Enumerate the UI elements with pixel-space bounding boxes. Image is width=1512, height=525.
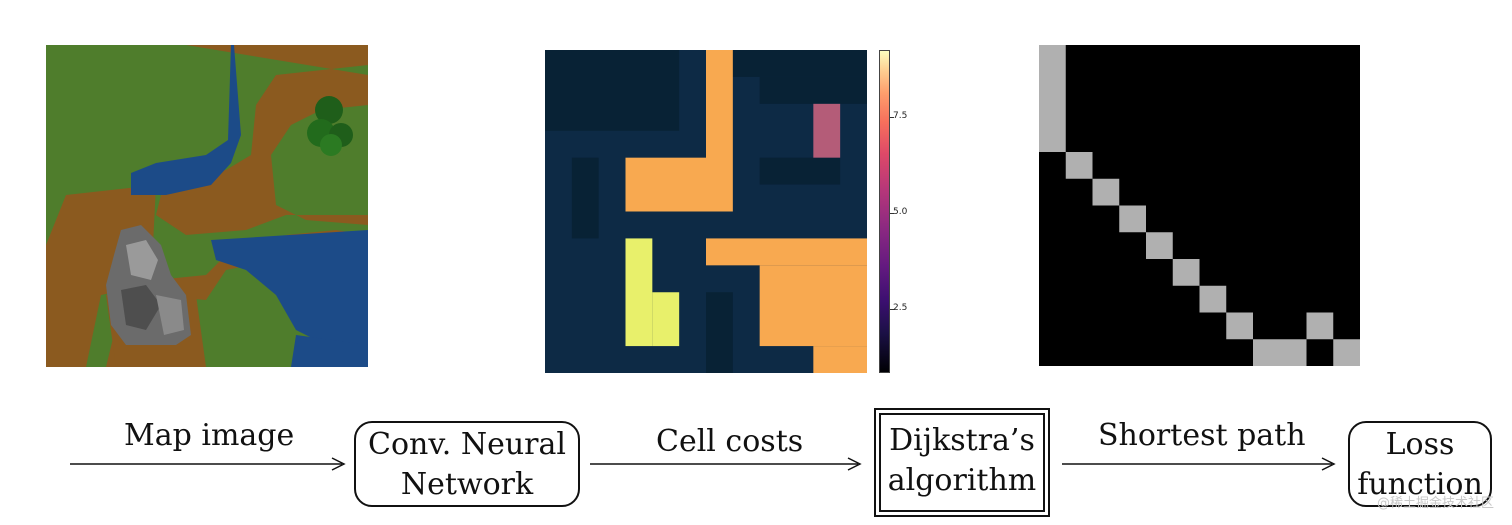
arrow-dijkstra-to-loss	[1062, 457, 1336, 471]
arrow-map-to-cnn	[70, 457, 346, 471]
colorbar-tick-mark	[890, 213, 894, 214]
colorbar-tick-5-0: 5.0	[893, 207, 908, 217]
cell-costs-heatmap	[545, 50, 867, 373]
loss-box-line2: function	[1357, 467, 1483, 502]
colorbar	[879, 50, 890, 373]
loss-box-line1: Loss	[1385, 427, 1455, 462]
dijkstra-box-line1: Dijkstra’s	[889, 423, 1035, 458]
cnn-box-line1: Conv. Neural	[368, 427, 566, 462]
shortest-path-grid	[1039, 45, 1360, 366]
arrow-cnn-to-dijkstra	[590, 457, 862, 471]
colorbar-tick-mark	[890, 309, 894, 310]
label-cell-costs: Cell costs	[656, 424, 804, 459]
colorbar-tick-2-5: 2.5	[893, 303, 908, 313]
dijkstra-box-line2: algorithm	[887, 463, 1037, 498]
loss-function-box: Loss function	[1348, 421, 1492, 507]
watermark: @稀土掘金技术社区	[1376, 496, 1494, 511]
colorbar-tick-7-5: 7.5	[893, 111, 908, 121]
label-shortest-path: Shortest path	[1098, 418, 1306, 453]
cnn-box-line2: Network	[400, 467, 534, 502]
colorbar-tick-mark	[890, 117, 894, 118]
dijkstra-box: Dijkstra’s algorithm	[874, 408, 1050, 517]
cnn-box: Conv. Neural Network	[354, 421, 580, 507]
label-map-image: Map image	[124, 418, 295, 453]
map-image	[46, 45, 368, 367]
